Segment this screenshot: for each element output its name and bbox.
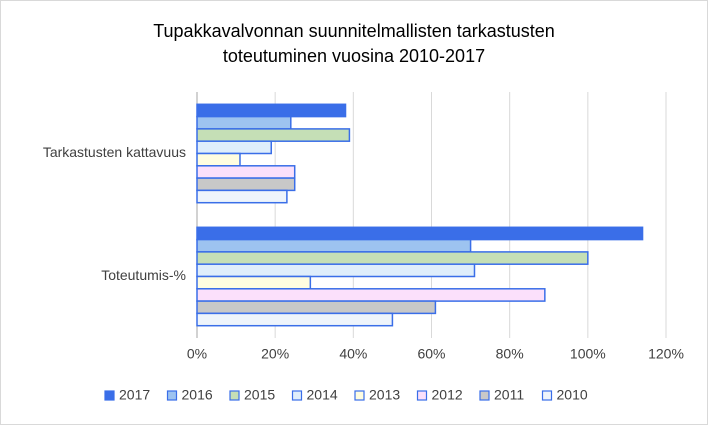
bar — [196, 251, 589, 265]
legend-swatch — [229, 390, 240, 401]
legend-swatch — [416, 390, 428, 401]
bar — [196, 128, 351, 142]
bar — [196, 238, 472, 253]
legend-swatch — [104, 390, 115, 401]
bar — [196, 275, 312, 290]
x-tick-label: 120% — [648, 346, 684, 362]
bar — [196, 152, 241, 167]
x-tick-label: 100% — [570, 346, 606, 362]
legend-label: 2017 — [119, 387, 150, 403]
legend-label: 2014 — [307, 387, 338, 403]
bar — [196, 312, 394, 327]
legend-label: 2013 — [369, 387, 400, 403]
legend-swatch — [291, 390, 303, 401]
legend-label: 2010 — [557, 387, 588, 403]
legend-label: 2012 — [432, 387, 463, 403]
legend-swatch — [166, 390, 178, 401]
chart-title: toteutuminen vuosina 2010-2017 — [223, 46, 485, 66]
x-tick-label: 0% — [187, 346, 207, 362]
legend-label: 2016 — [182, 387, 213, 403]
x-tick-label: 80% — [496, 346, 524, 362]
bar — [196, 177, 296, 192]
bar — [196, 115, 292, 130]
y-tick-label: Tarkastusten kattavuus — [43, 144, 186, 160]
bar — [196, 226, 644, 241]
legend-swatch — [541, 390, 553, 401]
legend-swatch — [479, 390, 490, 401]
legend-swatch — [354, 390, 365, 401]
legend-label: 2015 — [244, 387, 275, 403]
x-tick-label: 20% — [261, 346, 289, 362]
bar — [196, 263, 476, 278]
bar — [196, 189, 288, 204]
bar — [196, 300, 437, 315]
x-tick-label: 60% — [417, 346, 445, 362]
x-tick-label: 40% — [339, 346, 367, 362]
bar — [196, 165, 296, 179]
bar — [196, 140, 273, 155]
y-tick-label: Toteutumis-% — [101, 267, 186, 283]
bar — [196, 288, 546, 302]
bar — [196, 103, 347, 118]
chart-title: Tupakkavalvonnan suunnitelmallisten tark… — [153, 21, 555, 41]
legend-label: 2011 — [494, 387, 524, 403]
